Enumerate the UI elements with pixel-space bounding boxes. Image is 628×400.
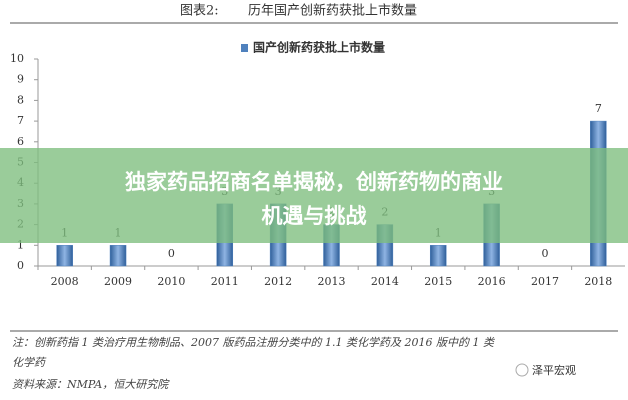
y-tick-label: 9 [17, 73, 24, 86]
x-tick-label: 2016 [478, 275, 506, 288]
x-tick-label: 2017 [531, 275, 559, 288]
x-tick-label: 2008 [51, 275, 79, 288]
y-tick-label: 8 [17, 93, 24, 106]
bar [56, 245, 73, 267]
banner-bg [0, 148, 628, 243]
note-line: 化学药 [12, 356, 47, 369]
note-line: 注：创新药指 1 类治疗用生物制品、2007 版药品注册分类中的 1.1 类化学… [12, 336, 496, 349]
x-tick-label: 2015 [424, 275, 452, 288]
x-tick-label: 2011 [211, 275, 239, 288]
x-tick-label: 2014 [371, 275, 399, 288]
x-tick-label: 2013 [318, 275, 346, 288]
banner-line: 机遇与挑战 [262, 204, 367, 228]
value-label: 7 [595, 102, 602, 115]
watermark-icon [515, 363, 529, 377]
source: 资料来源：NMPA，恒大研究院 [12, 378, 170, 391]
y-tick-label: 1 [17, 238, 24, 251]
header-label: 图表2: [180, 4, 219, 19]
bar [429, 245, 447, 267]
legend-swatch [241, 44, 248, 52]
y-tick-label: 10 [10, 52, 24, 65]
bar [109, 245, 127, 267]
banner-line: 独家药品招商名单揭秘，创新药物的商业 [125, 170, 503, 194]
y-tick-label: 6 [17, 135, 24, 148]
legend-label: 国产创新药获批上市数量 [253, 40, 385, 55]
y-tick-label: 0 [17, 259, 24, 272]
watermark: 泽平宏观 [532, 363, 576, 377]
x-tick-label: 2009 [104, 275, 132, 288]
x-tick-label: 2018 [584, 275, 612, 288]
header-title: 历年国产创新药获批上市数量 [248, 3, 417, 19]
x-tick-label: 2010 [157, 275, 185, 288]
value-label: 0 [541, 247, 548, 260]
value-label: 0 [168, 247, 175, 260]
y-tick-label: 7 [17, 114, 24, 127]
x-tick-label: 2012 [264, 275, 292, 288]
